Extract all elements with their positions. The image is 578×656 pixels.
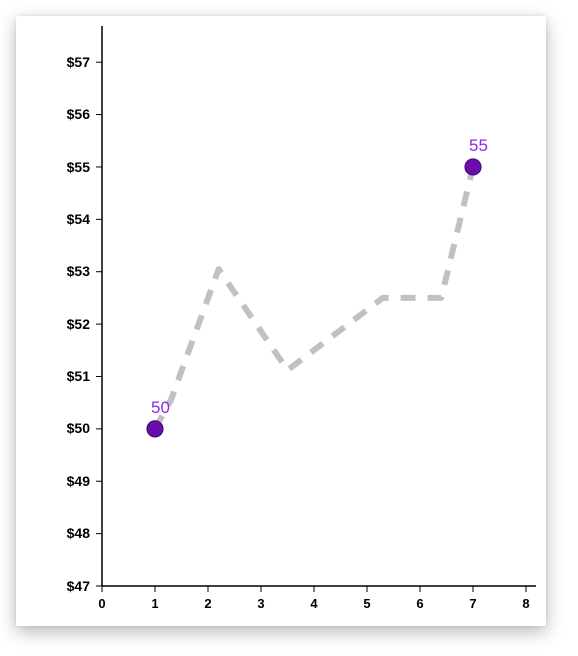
chart-card: $47 $48 $49 $50 $51 $52 $53 $54 $55 $56 $57 0123456… (16, 16, 546, 626)
y-axis-tick-label: $55 (16, 159, 90, 175)
x-axis-tick-label: 7 (453, 596, 493, 611)
y-axis-tick-label: $57 (16, 54, 90, 70)
line-chart (16, 16, 546, 626)
x-axis-tick-label: 5 (347, 596, 387, 611)
y-axis-tick-label: $50 (16, 420, 90, 436)
y-axis-tick-label: $53 (16, 263, 90, 279)
x-axis-tick-label: 4 (294, 596, 334, 611)
x-axis-tick-label: 2 (188, 596, 228, 611)
y-axis-tick-label: $49 (16, 473, 90, 489)
y-axis-tick-label: $52 (16, 316, 90, 332)
x-axis-tick-label: 6 (400, 596, 440, 611)
x-axis-tick-label: 8 (506, 596, 546, 611)
data-point-label: 55 (469, 136, 488, 156)
y-axis-tick-label: $54 (16, 211, 90, 227)
x-axis-tick-label: 1 (135, 596, 175, 611)
data-point-label: 50 (151, 398, 170, 418)
y-axis-tick-label: $56 (16, 106, 90, 122)
y-axis-tick-label: $48 (16, 525, 90, 541)
y-axis-tick-label: $51 (16, 368, 90, 384)
y-axis-tick-label: $47 (16, 578, 90, 594)
x-axis-tick-label: 3 (241, 596, 281, 611)
x-axis-tick-label: 0 (82, 596, 122, 611)
